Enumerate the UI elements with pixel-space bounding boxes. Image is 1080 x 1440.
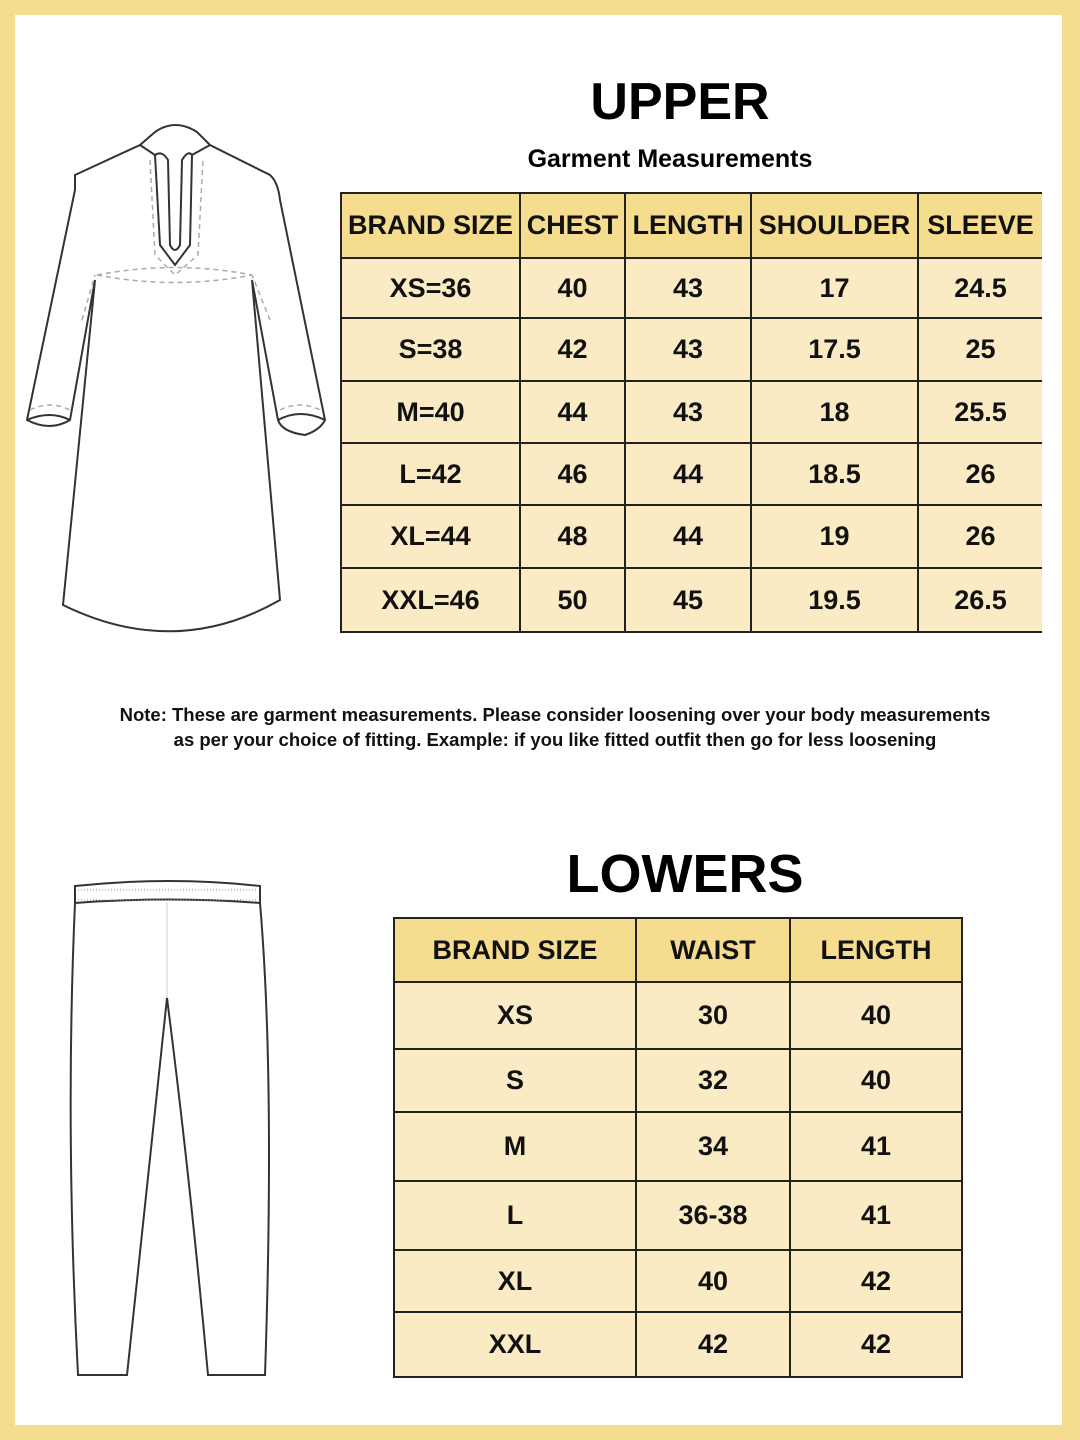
cell: 40	[635, 1249, 791, 1313]
cell: 44	[519, 380, 626, 444]
cell: L=42	[340, 442, 521, 506]
cell: XXL=46	[340, 567, 521, 633]
cell: S=38	[340, 317, 521, 382]
cell: XXL	[393, 1311, 637, 1378]
cell: 42	[789, 1249, 963, 1313]
cell: M	[393, 1111, 637, 1182]
cell: 43	[624, 257, 752, 319]
lowers-title: LOWERS	[566, 844, 804, 904]
cell: 43	[624, 317, 752, 382]
table-row: M=40 44 43 18 25.5	[340, 380, 1042, 444]
table-row: L=42 46 44 18.5 26	[340, 442, 1042, 506]
kurta-illustration	[25, 124, 327, 633]
table-row: M 34 41	[393, 1111, 963, 1182]
lowers-size-table: BRAND SIZE WAIST LENGTH XS 30 40 S 32 40 M 34…	[393, 917, 963, 1378]
cell: 18	[750, 380, 919, 444]
table-row: XS 30 40	[393, 981, 963, 1050]
upper-subtitle: Garment Measurements	[527, 145, 813, 173]
cell: 43	[624, 380, 752, 444]
table-row: L 36-38 41	[393, 1180, 963, 1251]
cell: 44	[624, 504, 752, 569]
upper-size-table: BRAND SIZE CHEST LENGTH SHOULDER SLEEVE …	[340, 192, 1042, 633]
cell: 40	[789, 1048, 963, 1113]
table-row: S 32 40	[393, 1048, 963, 1113]
cell: 40	[519, 257, 626, 319]
cell: 34	[635, 1111, 791, 1182]
header-waist: WAIST	[635, 917, 791, 983]
table-row: XS=36 40 43 17 24.5	[340, 257, 1042, 319]
cell: 17	[750, 257, 919, 319]
cell: 41	[789, 1111, 963, 1182]
header-shoulder: SHOULDER	[750, 192, 919, 259]
cell: XS	[393, 981, 637, 1050]
cell: 26.5	[917, 567, 1042, 633]
cell: 50	[519, 567, 626, 633]
table-row: XXL 42 42	[393, 1311, 963, 1378]
header-length: LENGTH	[789, 917, 963, 983]
header-brand-size: BRAND SIZE	[393, 917, 637, 983]
cell: XL=44	[340, 504, 521, 569]
cell: XL	[393, 1249, 637, 1313]
pants-illustration	[69, 880, 270, 1376]
cell: 42	[519, 317, 626, 382]
cell: 46	[519, 442, 626, 506]
cell: 19	[750, 504, 919, 569]
cell: 17.5	[750, 317, 919, 382]
cell: 36-38	[635, 1180, 791, 1251]
cell: 41	[789, 1180, 963, 1251]
header-chest: CHEST	[519, 192, 626, 259]
cell: 40	[789, 981, 963, 1050]
header-sleeve: SLEEVE	[917, 192, 1042, 259]
cell: 48	[519, 504, 626, 569]
cell: 18.5	[750, 442, 919, 506]
cell: 32	[635, 1048, 791, 1113]
cell: 42	[635, 1311, 791, 1378]
table-header-row: BRAND SIZE CHEST LENGTH SHOULDER SLEEVE	[340, 192, 1042, 259]
cell: 30	[635, 981, 791, 1050]
table-row: S=38 42 43 17.5 25	[340, 317, 1042, 382]
cell: 25.5	[917, 380, 1042, 444]
header-brand-size: BRAND SIZE	[340, 192, 521, 259]
cell: S	[393, 1048, 637, 1113]
cell: 45	[624, 567, 752, 633]
note-line-1: Note: These are garment measurements. Pl…	[119, 704, 991, 725]
cell: 26	[917, 442, 1042, 506]
cell: 42	[789, 1311, 963, 1378]
cell: 19.5	[750, 567, 919, 633]
table-row: XL=44 48 44 19 26	[340, 504, 1042, 569]
cell: 44	[624, 442, 752, 506]
table-header-row: BRAND SIZE WAIST LENGTH	[393, 917, 963, 983]
cell: 25	[917, 317, 1042, 382]
upper-title: UPPER	[590, 73, 770, 131]
table-row: XXL=46 50 45 19.5 26.5	[340, 567, 1042, 633]
measurement-note: Note: These are garment measurements. Pl…	[40, 702, 1070, 752]
cell: 26	[917, 504, 1042, 569]
cell: XS=36	[340, 257, 521, 319]
cell: M=40	[340, 380, 521, 444]
cell: 24.5	[917, 257, 1042, 319]
table-row: XL 40 42	[393, 1249, 963, 1313]
header-length: LENGTH	[624, 192, 752, 259]
cell: L	[393, 1180, 637, 1251]
note-line-2: as per your choice of fitting. Example: …	[173, 729, 937, 750]
